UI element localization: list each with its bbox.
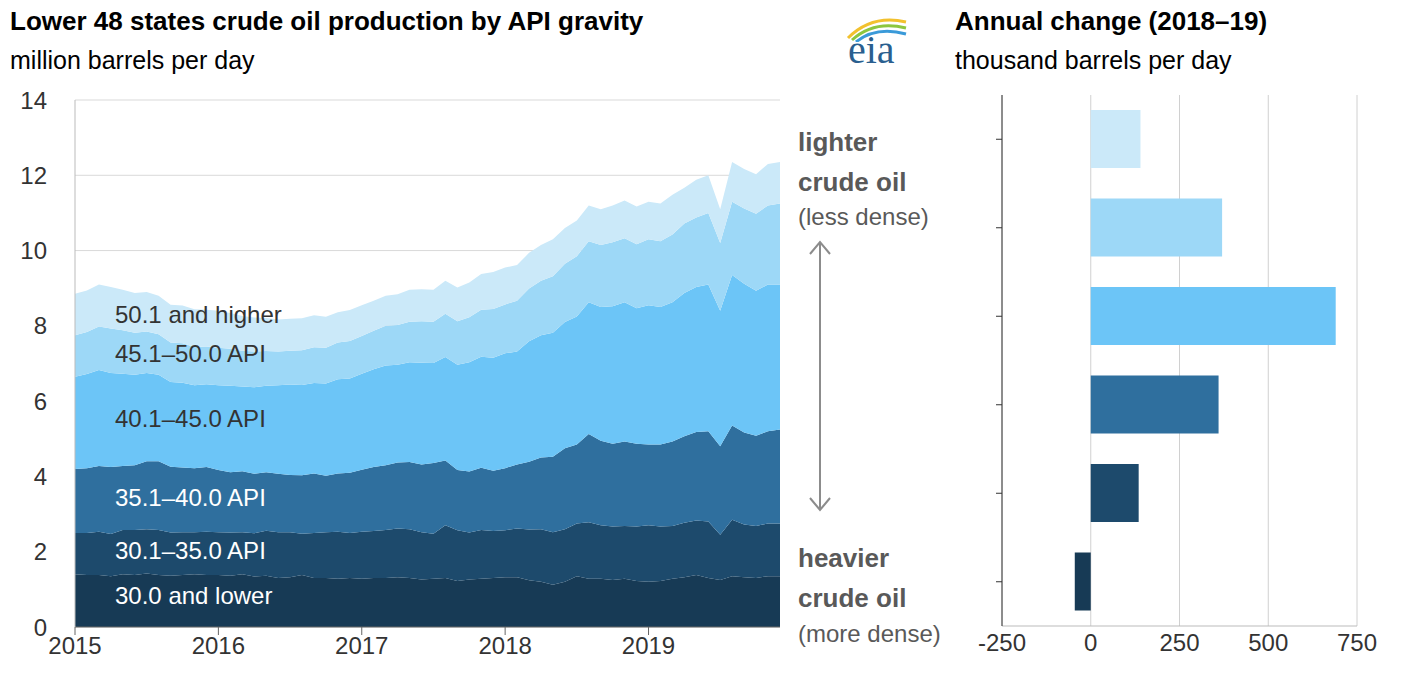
html-text:40.1–45.0 API: 40.1–45.0 API	[115, 405, 266, 432]
html-text:35.1–40.0 API: 35.1–40.0 API	[115, 484, 266, 511]
svg-text:2017: 2017	[335, 632, 388, 659]
html-text:million barrels per day: million barrels per day	[10, 46, 255, 74]
svg-text:2015: 2015	[48, 632, 101, 659]
svg-text:2: 2	[34, 538, 47, 565]
svg-text:750: 750	[1337, 629, 1377, 656]
svg-text:2019: 2019	[622, 632, 675, 659]
svg-text:8: 8	[34, 312, 47, 339]
html-text:45.1–50.0 API: 45.1–50.0 API	[115, 340, 266, 367]
html-text:30.1–35.0 API: 30.1–35.0 API	[115, 537, 266, 564]
svg-text:10: 10	[20, 237, 47, 264]
html-text:50.1 and higher: 50.1 and higher	[115, 301, 282, 328]
svg-text:12: 12	[20, 162, 47, 189]
html-text:heavier crude oil: heavier crude oil	[798, 543, 907, 613]
svg-text:250: 250	[1159, 629, 1199, 656]
html-text:thousand barrels per day: thousand barrels per day	[955, 46, 1232, 74]
svg-text:-250: -250	[978, 629, 1026, 656]
html-text:(less dense): (less dense)	[798, 203, 929, 230]
svg-text:4: 4	[34, 463, 47, 490]
svg-text:0: 0	[1084, 629, 1097, 656]
html-text:eia: eia	[848, 27, 895, 72]
html-text:Annual change (2018–19): Annual change (2018–19)	[955, 6, 1268, 36]
svg-text:0: 0	[34, 614, 47, 641]
html-text:lighter crude oil: lighter crude oil	[798, 127, 907, 197]
html-text:(more dense): (more dense)	[798, 620, 941, 647]
svg-text:2016: 2016	[192, 632, 245, 659]
svg-text:14: 14	[20, 87, 47, 114]
svg-text:500: 500	[1248, 629, 1288, 656]
html-text:30.0 and lower: 30.0 and lower	[115, 582, 273, 609]
svg-text:2018: 2018	[478, 632, 531, 659]
svg-text:6: 6	[34, 388, 47, 415]
html-text:Lower 48 states crude oil prod: Lower 48 states crude oil production by …	[10, 6, 644, 36]
